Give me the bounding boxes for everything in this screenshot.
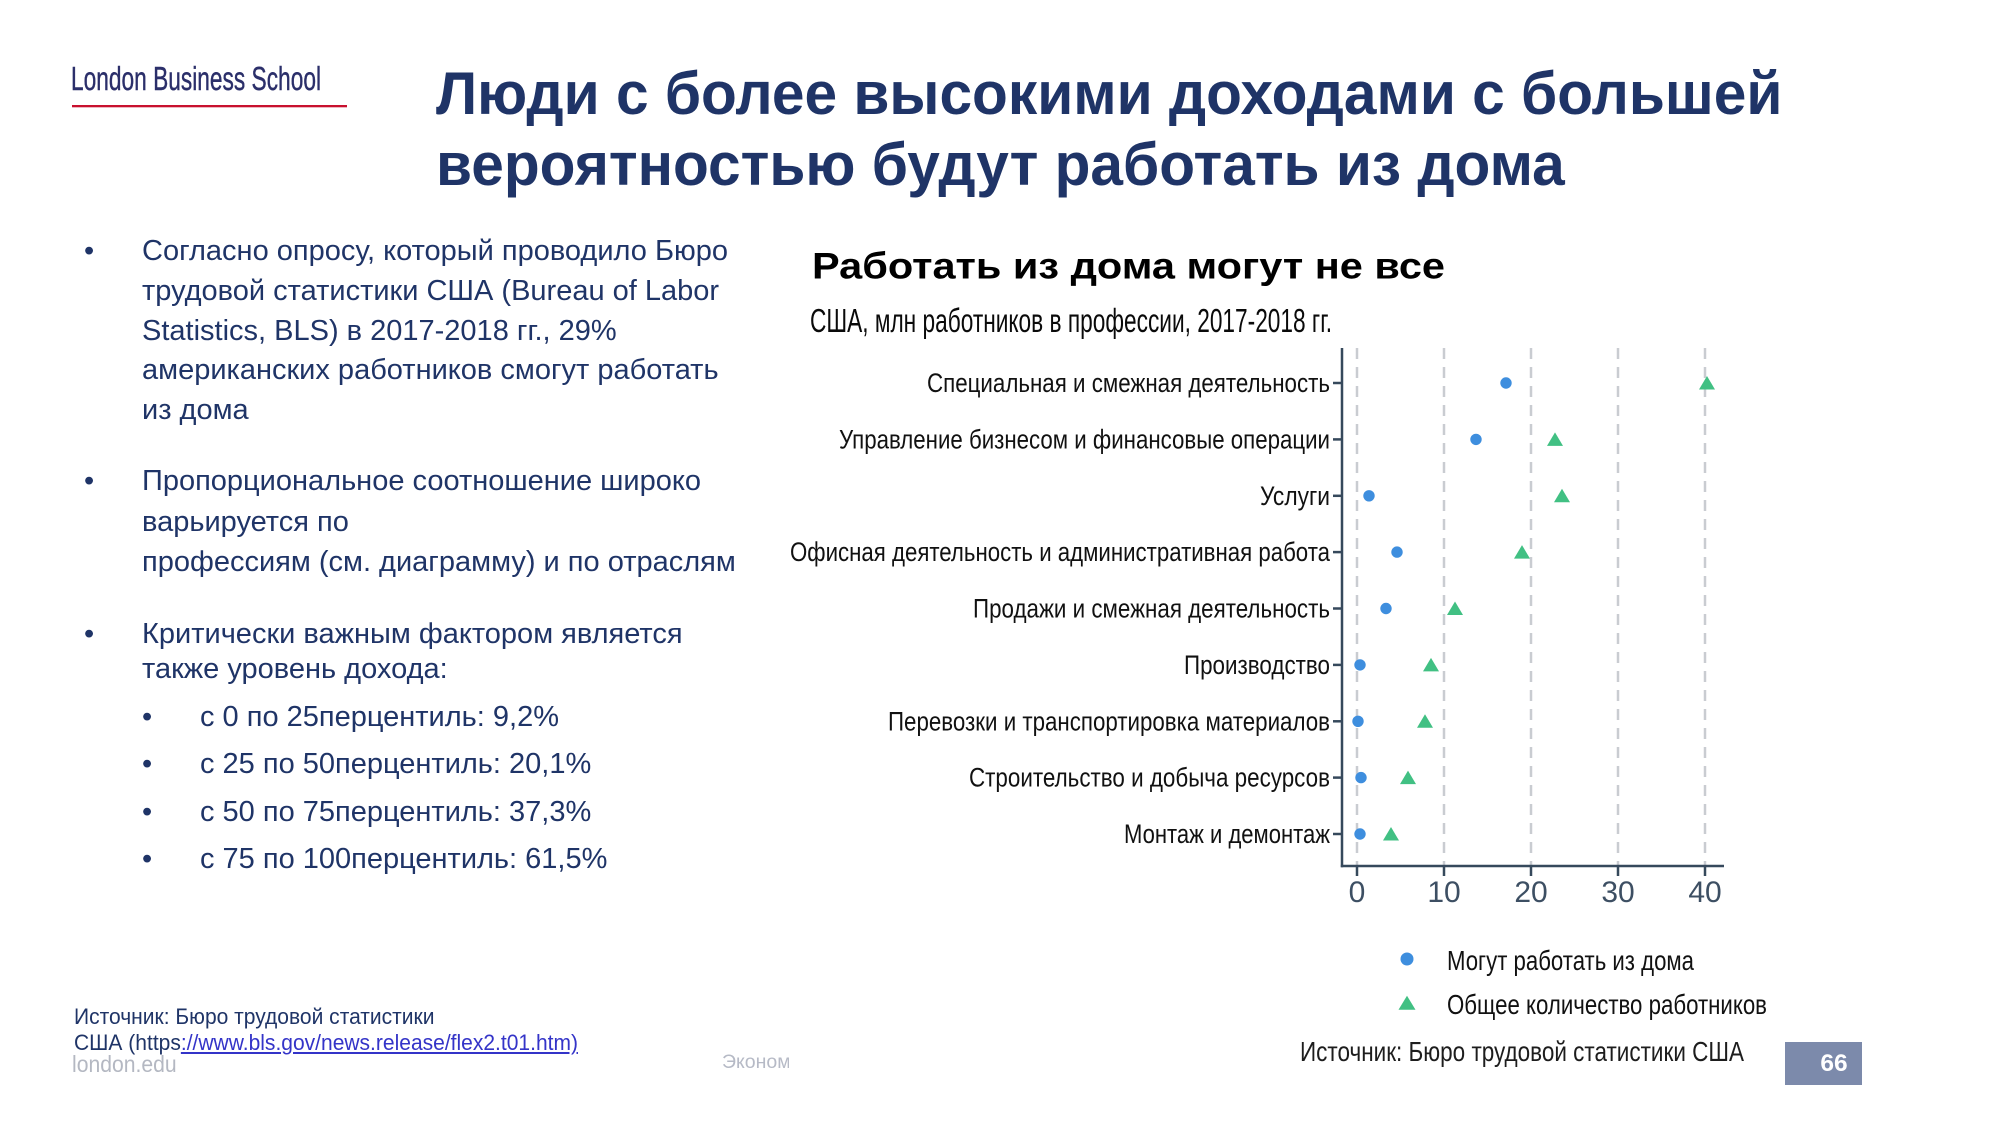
svg-text:Общее количество работников: Общее количество работников	[1447, 989, 1767, 1020]
svg-text:Могут работать из дома: Могут работать из дома	[1447, 945, 1694, 976]
svg-text:Управление бизнесом и финансов: Управление бизнесом и финансовые операци…	[839, 424, 1330, 454]
svg-text:Строительство и добыча ресурсо: Строительство и добыча ресурсов	[969, 763, 1330, 793]
svg-text:США, млн работников в професси: США, млн работников в профессии, 2017-20…	[810, 302, 1332, 339]
svg-text:Производство: Производство	[1184, 650, 1330, 680]
svg-text:0: 0	[1349, 876, 1366, 909]
svg-text:London Business School: London Business School	[71, 60, 321, 97]
svg-text:Работать из дома могут не все: Работать из дома могут не все	[812, 246, 1445, 287]
svg-text:40: 40	[1688, 876, 1721, 909]
svg-text:30: 30	[1601, 876, 1634, 909]
svg-text:Перевозки и транспортировка ма: Перевозки и транспортировка материалов	[888, 706, 1330, 736]
svg-text:Офисная деятельность и админис: Офисная деятельность и административная …	[790, 537, 1330, 567]
svg-text:10: 10	[1427, 876, 1460, 909]
svg-text:20: 20	[1514, 876, 1547, 909]
svg-text:Источник: Бюро трудовой статис: Источник: Бюро трудовой статистики США	[1300, 1036, 1745, 1067]
svg-text:Продажи и смежная деятельность: Продажи и смежная деятельность	[973, 594, 1330, 624]
svg-text:Услуги: Услуги	[1260, 481, 1330, 511]
svg-text:Специальная и смежная деятельн: Специальная и смежная деятельность	[927, 368, 1330, 398]
svg-text:Монтаж и демонтаж: Монтаж и демонтаж	[1124, 819, 1330, 849]
